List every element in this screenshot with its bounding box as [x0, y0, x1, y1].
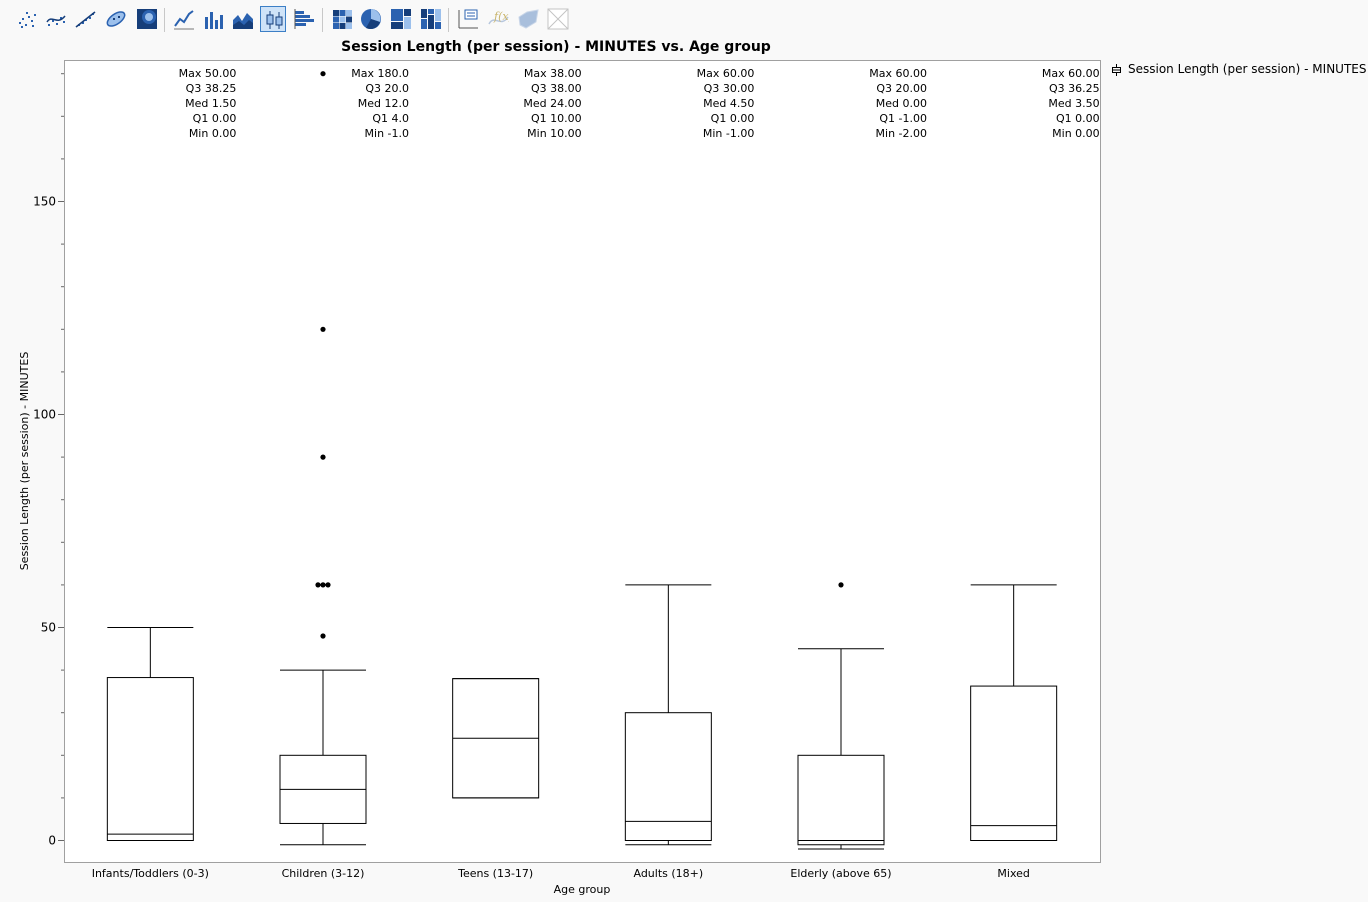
stat-label-q1: Q1 0.00: [193, 112, 237, 125]
stat-label-min: Min 10.00: [527, 127, 582, 140]
caption-box-button[interactable]: [455, 6, 481, 32]
parallel-plot-icon: [547, 8, 569, 30]
contour-button[interactable]: [134, 6, 160, 32]
chart-title: Session Length (per session) - MINUTES v…: [341, 39, 771, 55]
histogram-button[interactable]: [291, 6, 317, 32]
svg-text:f(x): f(x): [493, 10, 509, 23]
stat-label-q3: Q3 20.0: [365, 82, 409, 95]
stat-label-med: Med 0.00: [876, 97, 927, 110]
caption-box-icon: [458, 9, 478, 29]
formula-button[interactable]: f(x): [485, 6, 511, 32]
stat-label-med: Med 4.50: [703, 97, 754, 110]
area-chart-icon: [233, 13, 253, 29]
stat-label-med: Med 24.00: [523, 97, 581, 110]
mosaic-icon: [421, 9, 441, 29]
x-tick-label: Adults (18+): [633, 867, 703, 880]
bar-chart-icon: [205, 12, 223, 29]
stat-label-q1: Q1 0.00: [1056, 112, 1100, 125]
outlier-point: [320, 582, 326, 588]
box-plot-icon: [266, 11, 283, 29]
stat-label-min: Min 0.00: [1052, 127, 1100, 140]
x-tick-label: Teens (13-17): [457, 867, 533, 880]
fit-line-icon: [75, 11, 96, 28]
area-chart-button[interactable]: [230, 6, 256, 32]
parallel-plot-button[interactable]: [545, 6, 571, 32]
histogram-icon: [294, 9, 314, 29]
line-chart-icon: [174, 10, 194, 30]
iqr-box: [797, 754, 885, 846]
map-shapes-button[interactable]: [515, 6, 541, 32]
x-tick-label: Children (3-12): [282, 867, 365, 880]
toolbar-separator: [448, 8, 449, 32]
toolbar-separator: [164, 8, 165, 32]
smoother-icon: [46, 15, 66, 26]
stat-label-med: Med 12.0: [358, 97, 409, 110]
ellipse-icon: [106, 11, 126, 27]
box-legend-icon: [1112, 64, 1121, 76]
stat-label-q1: Q1 -1.00: [879, 112, 927, 125]
stat-label-max: Max 38.00: [524, 67, 582, 80]
outlier-point: [315, 582, 321, 588]
pie-chart-button[interactable]: [358, 6, 384, 32]
plot-frame: [64, 60, 1101, 863]
line-chart-button[interactable]: [171, 6, 197, 32]
stat-label-med: Med 3.50: [1048, 97, 1099, 110]
stat-label-min: Min -1.0: [365, 127, 409, 140]
stat-label-q3: Q3 36.25: [1049, 82, 1100, 95]
bar-chart-button[interactable]: [200, 6, 226, 32]
x-tick-label: Elderly (above 65): [790, 867, 891, 880]
treemap-icon: [391, 9, 411, 29]
stat-label-q1: Q1 0.00: [711, 112, 755, 125]
stat-label-med: Med 1.50: [185, 97, 236, 110]
contour-icon: [137, 9, 157, 29]
iqr-box: [970, 685, 1058, 842]
fit-line-button[interactable]: [72, 6, 98, 32]
outlier-point: [320, 454, 326, 460]
x-tick-label: Infants/Toddlers (0-3): [92, 867, 209, 880]
x-tick-label: Mixed: [997, 867, 1029, 880]
toolbar-separator: [322, 8, 323, 32]
outlier-point: [320, 326, 326, 332]
stat-label-min: Min 0.00: [189, 127, 237, 140]
y-tick-label: 0: [48, 834, 56, 848]
stat-label-q3: Q3 38.00: [531, 82, 582, 95]
outlier-point: [320, 633, 326, 639]
treemap-button[interactable]: [388, 6, 414, 32]
iqr-box: [624, 712, 712, 842]
scatter-plot-icon: [19, 12, 36, 28]
stat-label-min: Min -2.00: [876, 127, 927, 140]
formula-icon: f(x): [488, 10, 509, 25]
outlier-point: [838, 582, 844, 588]
mosaic-button[interactable]: [418, 6, 444, 32]
box-plot-button[interactable]: [260, 6, 286, 32]
stat-label-max: Max 60.00: [697, 67, 755, 80]
stat-label-max: Max 60.00: [869, 67, 927, 80]
legend-label: Session Length (per session) - MINUTES: [1128, 62, 1367, 76]
stat-label-q3: Q3 30.00: [704, 82, 755, 95]
scatter-plot-button[interactable]: [14, 6, 40, 32]
y-tick-label: 150: [33, 195, 56, 209]
map-shapes-icon: [518, 9, 539, 29]
stat-label-max: Max 50.00: [179, 67, 237, 80]
outlier-point: [325, 582, 331, 588]
stat-label-q1: Q1 4.0: [372, 112, 409, 125]
stat-label-q1: Q1 10.00: [531, 112, 582, 125]
smoother-button[interactable]: [43, 6, 69, 32]
ellipse-button[interactable]: [103, 6, 129, 32]
y-tick-label: 100: [33, 408, 56, 422]
stat-label-max: Max 180.0: [351, 67, 409, 80]
stat-label-max: Max 60.00: [1042, 67, 1100, 80]
y-axis-label: Session Length (per session) - MINUTES: [18, 352, 31, 571]
outlier-point: [320, 71, 326, 77]
stat-label-q3: Q3 38.25: [186, 82, 237, 95]
y-tick-label: 50: [41, 621, 56, 635]
pie-chart-icon: [361, 9, 381, 30]
heatmap-icon: [333, 10, 352, 29]
stat-label-min: Min -1.00: [703, 127, 754, 140]
heatmap-button[interactable]: [329, 6, 355, 32]
iqr-box: [106, 677, 194, 841]
stat-label-q3: Q3 20.00: [876, 82, 927, 95]
x-axis-label: Age group: [554, 883, 611, 896]
